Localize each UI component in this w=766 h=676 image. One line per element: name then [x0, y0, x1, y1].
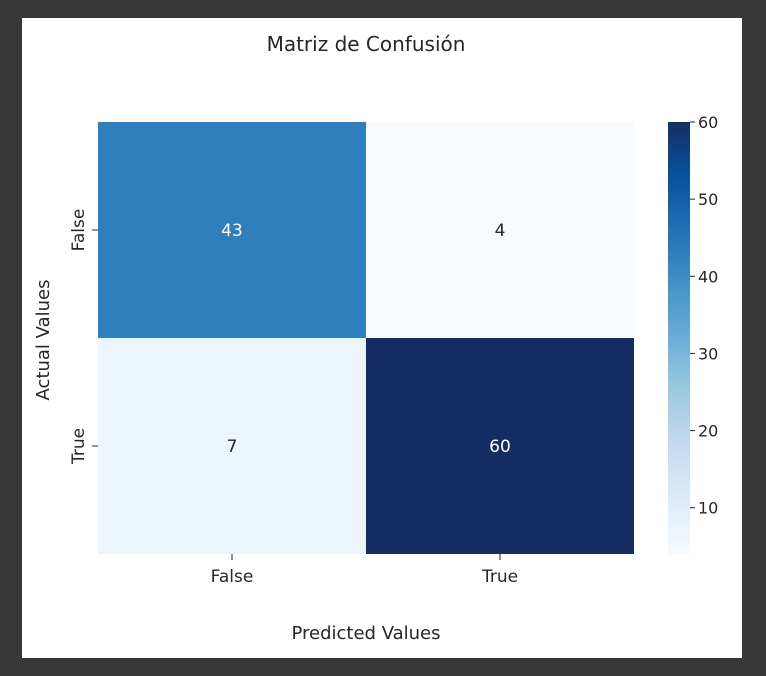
colorbar-tick-label: 30 — [698, 344, 718, 363]
y-axis-ticks: False True — [69, 209, 98, 465]
x-axis-label: Predicted Values — [291, 623, 440, 644]
x-axis-ticks: False True — [211, 554, 518, 587]
colorbar-tick-label: 60 — [698, 113, 718, 132]
cell-value-label: 43 — [221, 221, 243, 241]
chart-figure: Matriz de Confusión 43 4 7 60 False True Fal… — [22, 18, 742, 658]
colorbar — [668, 122, 690, 554]
cell-value-label: 7 — [227, 437, 238, 457]
cell-value-label: 4 — [495, 221, 506, 241]
heatmap-cell — [366, 122, 634, 338]
heatmap-cell — [98, 122, 366, 338]
x-tick-label: False — [211, 567, 254, 587]
colorbar-tick-label: 20 — [698, 422, 718, 441]
heatmap-cells — [98, 122, 634, 554]
confusion-matrix-heatmap: Matriz de Confusión 43 4 7 60 False True Fal… — [33, 32, 718, 644]
colorbar-ticks: 10 20 30 40 50 60 — [690, 113, 718, 518]
y-axis-label: Actual Values — [33, 280, 54, 401]
y-tick-label: True — [69, 428, 89, 465]
heatmap-cell — [98, 338, 366, 554]
heatmap-cell — [366, 338, 634, 554]
colorbar-tick-label: 10 — [698, 499, 718, 518]
cell-value-label: 60 — [489, 437, 511, 457]
x-tick-label: True — [481, 567, 518, 587]
colorbar-tick-label: 50 — [698, 190, 718, 209]
colorbar-tick-label: 40 — [698, 267, 718, 286]
y-tick-label: False — [69, 209, 89, 252]
chart-title: Matriz de Confusión — [267, 32, 466, 56]
cell-annotations: 43 4 7 60 — [221, 221, 511, 457]
